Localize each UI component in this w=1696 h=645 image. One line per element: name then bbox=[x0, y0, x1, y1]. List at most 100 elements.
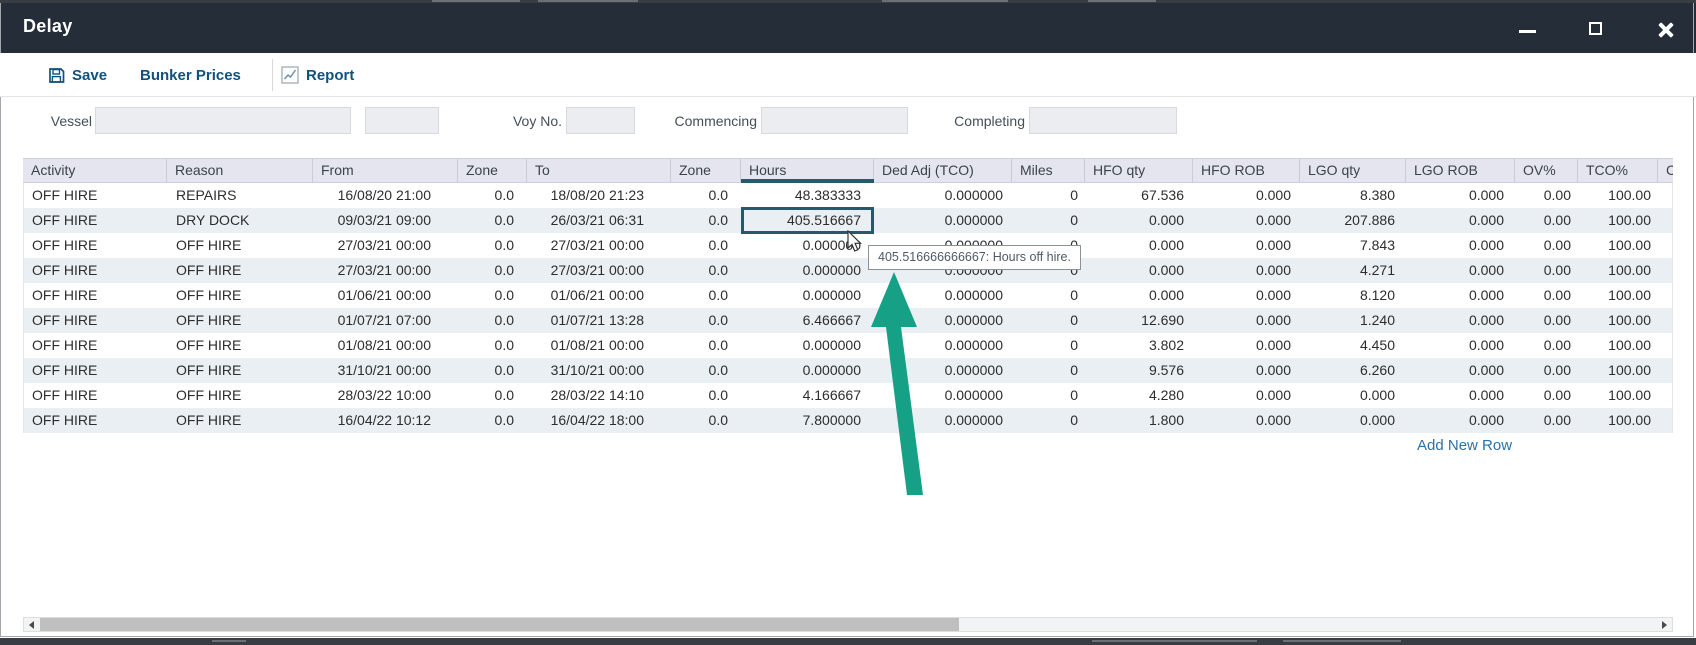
table-cell[interactable]: OFF HIRE bbox=[176, 237, 242, 253]
table-cell[interactable] bbox=[1659, 358, 1674, 383]
table-cell[interactable]: 0.000 bbox=[1255, 287, 1291, 303]
commencing-input[interactable] bbox=[761, 107, 908, 134]
table-cell[interactable]: 0.000 bbox=[1148, 287, 1184, 303]
table-cell[interactable]: 100.00 bbox=[1608, 412, 1651, 428]
table-cell[interactable]: 0 bbox=[1070, 387, 1078, 403]
table-cell[interactable]: 0.00 bbox=[1543, 387, 1571, 403]
table-cell[interactable]: 0.000000 bbox=[944, 187, 1003, 203]
column-header-ded-adj-tco-[interactable]: Ded Adj (TCO) bbox=[874, 159, 1012, 182]
save-button[interactable]: Save bbox=[48, 53, 107, 97]
table-cell[interactable]: 0.000 bbox=[1468, 287, 1504, 303]
table-cell[interactable]: 7.843 bbox=[1359, 237, 1395, 253]
table-cell[interactable]: OFF HIRE bbox=[32, 287, 98, 303]
table-cell[interactable]: 27/03/21 00:00 bbox=[337, 262, 431, 278]
column-header-activity[interactable]: Activity bbox=[23, 159, 167, 182]
table-cell[interactable]: 01/08/21 00:00 bbox=[550, 337, 644, 353]
horizontal-scrollbar[interactable] bbox=[23, 617, 1673, 632]
table-cell[interactable]: 0 bbox=[1070, 412, 1078, 428]
column-header-hours[interactable]: Hours bbox=[741, 159, 874, 182]
table-cell[interactable]: 01/07/21 07:00 bbox=[337, 312, 431, 328]
table-cell[interactable]: 6.466667 bbox=[802, 312, 861, 328]
table-cell[interactable]: 0.0 bbox=[708, 362, 728, 378]
table-cell[interactable]: OFF HIRE bbox=[32, 362, 98, 378]
table-cell[interactable]: 0.000 bbox=[1468, 312, 1504, 328]
table-cell[interactable]: 0.000 bbox=[1255, 362, 1291, 378]
table-cell[interactable]: 0.000 bbox=[1148, 212, 1184, 228]
table-cell[interactable]: OFF HIRE bbox=[176, 387, 242, 403]
table-cell[interactable]: 26/03/21 06:31 bbox=[550, 212, 644, 228]
table-cell[interactable]: 0.00 bbox=[1543, 287, 1571, 303]
column-header-lgo-qty[interactable]: LGO qty bbox=[1300, 159, 1406, 182]
table-cell[interactable] bbox=[1659, 258, 1674, 283]
table-cell[interactable]: 28/03/22 10:00 bbox=[337, 387, 431, 403]
table-cell[interactable]: 405.516667 bbox=[787, 212, 861, 228]
table-cell[interactable]: 0.0 bbox=[494, 412, 514, 428]
table-cell[interactable]: 0.000 bbox=[1468, 262, 1504, 278]
table-cell[interactable]: 0.000 bbox=[1468, 237, 1504, 253]
table-cell[interactable]: 8.380 bbox=[1359, 187, 1395, 203]
table-cell[interactable] bbox=[1659, 383, 1674, 408]
column-header-tco-[interactable]: TCO% bbox=[1578, 159, 1658, 182]
table-cell[interactable]: 100.00 bbox=[1608, 287, 1651, 303]
table-cell[interactable]: OFF HIRE bbox=[176, 337, 242, 353]
table-cell[interactable]: OFF HIRE bbox=[32, 387, 98, 403]
column-header-zone[interactable]: Zone bbox=[458, 159, 527, 182]
table-cell[interactable]: 16/04/22 18:00 bbox=[550, 412, 644, 428]
table-cell[interactable]: 0.000 bbox=[1468, 387, 1504, 403]
column-header-hfo-qty[interactable]: HFO qty bbox=[1085, 159, 1193, 182]
table-cell[interactable]: 0.000000 bbox=[944, 387, 1003, 403]
table-cell[interactable]: 0.000 bbox=[1148, 262, 1184, 278]
table-cell[interactable] bbox=[1659, 308, 1674, 333]
table-cell[interactable]: 100.00 bbox=[1608, 337, 1651, 353]
minimize-button[interactable] bbox=[1515, 19, 1541, 43]
table-cell[interactable]: 0.000 bbox=[1359, 387, 1395, 403]
table-cell[interactable]: 9.576 bbox=[1148, 362, 1184, 378]
table-cell[interactable]: 3.802 bbox=[1148, 337, 1184, 353]
voy-no-input[interactable] bbox=[566, 107, 635, 134]
table-cell[interactable]: 0.000 bbox=[1255, 312, 1291, 328]
column-header-miles[interactable]: Miles bbox=[1012, 159, 1085, 182]
table-cell[interactable]: 27/03/21 00:00 bbox=[550, 237, 644, 253]
column-header-from[interactable]: From bbox=[313, 159, 458, 182]
table-cell[interactable]: 0.00 bbox=[1543, 337, 1571, 353]
table-cell[interactable]: 0.000000 bbox=[802, 362, 861, 378]
table-cell[interactable]: 0.0 bbox=[708, 412, 728, 428]
column-header-reason[interactable]: Reason bbox=[167, 159, 313, 182]
table-cell[interactable] bbox=[1659, 408, 1674, 433]
table-cell[interactable]: 27/03/21 00:00 bbox=[550, 262, 644, 278]
table-cell[interactable]: 0.00 bbox=[1543, 237, 1571, 253]
column-header-hfo-rob[interactable]: HFO ROB bbox=[1193, 159, 1300, 182]
table-cell[interactable]: 1.240 bbox=[1359, 312, 1395, 328]
table-cell[interactable]: OFF HIRE bbox=[32, 212, 98, 228]
table-cell[interactable]: 0 bbox=[1070, 187, 1078, 203]
table-cell[interactable]: OFF HIRE bbox=[32, 187, 98, 203]
table-cell[interactable]: 0.0 bbox=[708, 287, 728, 303]
table-cell[interactable]: 0.000000 bbox=[944, 212, 1003, 228]
table-cell[interactable]: OFF HIRE bbox=[32, 237, 98, 253]
column-header-to[interactable]: To bbox=[527, 159, 671, 182]
table-cell[interactable]: DRY DOCK bbox=[176, 212, 250, 228]
table-cell[interactable]: OFF HIRE bbox=[32, 312, 98, 328]
table-cell[interactable]: OFF HIRE bbox=[32, 262, 98, 278]
vessel-input[interactable] bbox=[95, 107, 351, 134]
table-cell[interactable]: 0.000 bbox=[1255, 237, 1291, 253]
table-cell[interactable]: OFF HIRE bbox=[176, 312, 242, 328]
table-cell[interactable]: OFF HIRE bbox=[176, 362, 242, 378]
table-cell[interactable]: 100.00 bbox=[1608, 237, 1651, 253]
scrollbar-thumb[interactable] bbox=[40, 618, 959, 631]
table-cell[interactable]: 100.00 bbox=[1608, 387, 1651, 403]
column-header-lgo-rob[interactable]: LGO ROB bbox=[1406, 159, 1515, 182]
table-cell[interactable] bbox=[1659, 283, 1674, 308]
table-cell[interactable]: 0.000 bbox=[1255, 412, 1291, 428]
table-cell[interactable]: 0.0 bbox=[708, 262, 728, 278]
table-cell[interactable]: 0.000 bbox=[1255, 212, 1291, 228]
table-cell[interactable]: 0.000000 bbox=[802, 262, 861, 278]
table-cell[interactable]: REPAIRS bbox=[176, 187, 237, 203]
column-header-zone[interactable]: Zone bbox=[671, 159, 741, 182]
table-cell[interactable]: 31/10/21 00:00 bbox=[337, 362, 431, 378]
table-cell[interactable]: 0.0 bbox=[494, 262, 514, 278]
table-cell[interactable]: 67.536 bbox=[1141, 187, 1184, 203]
table-cell[interactable]: 27/03/21 00:00 bbox=[337, 237, 431, 253]
table-cell[interactable]: 28/03/22 14:10 bbox=[550, 387, 644, 403]
table-cell[interactable]: OFF HIRE bbox=[176, 412, 242, 428]
